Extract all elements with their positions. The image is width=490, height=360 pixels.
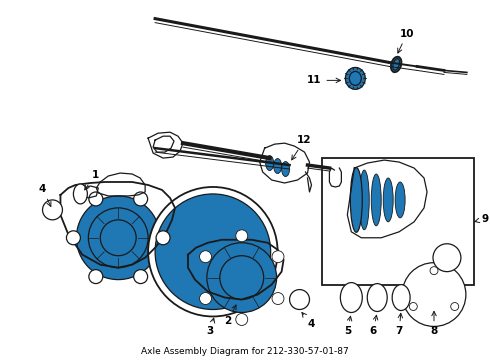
Circle shape bbox=[409, 302, 417, 310]
Circle shape bbox=[424, 285, 444, 305]
Text: 10: 10 bbox=[398, 28, 415, 53]
Bar bbox=[322, 158, 474, 285]
Ellipse shape bbox=[371, 174, 381, 226]
Ellipse shape bbox=[349, 71, 361, 85]
Text: 2: 2 bbox=[224, 305, 236, 327]
Ellipse shape bbox=[350, 167, 362, 232]
Ellipse shape bbox=[359, 170, 369, 230]
Circle shape bbox=[430, 267, 438, 275]
Circle shape bbox=[439, 250, 455, 266]
Circle shape bbox=[76, 196, 160, 280]
Circle shape bbox=[137, 195, 145, 203]
Circle shape bbox=[92, 195, 100, 203]
Text: 11: 11 bbox=[307, 75, 341, 85]
Ellipse shape bbox=[395, 182, 405, 218]
Ellipse shape bbox=[383, 178, 393, 222]
Text: 8: 8 bbox=[430, 311, 438, 336]
Ellipse shape bbox=[396, 289, 406, 306]
Ellipse shape bbox=[393, 59, 399, 70]
Circle shape bbox=[137, 273, 145, 280]
Ellipse shape bbox=[391, 57, 401, 72]
Text: 7: 7 bbox=[395, 313, 403, 336]
Circle shape bbox=[236, 314, 248, 325]
Circle shape bbox=[414, 275, 454, 315]
Circle shape bbox=[402, 263, 466, 327]
Circle shape bbox=[238, 232, 245, 239]
Circle shape bbox=[220, 256, 264, 300]
Text: 4: 4 bbox=[302, 312, 315, 329]
Ellipse shape bbox=[266, 156, 273, 171]
Ellipse shape bbox=[341, 283, 362, 312]
Circle shape bbox=[88, 208, 148, 267]
Circle shape bbox=[67, 231, 80, 245]
Circle shape bbox=[43, 200, 62, 220]
Circle shape bbox=[272, 293, 284, 305]
Circle shape bbox=[100, 220, 136, 256]
Ellipse shape bbox=[371, 289, 383, 306]
Circle shape bbox=[92, 273, 100, 280]
Circle shape bbox=[48, 205, 57, 215]
Circle shape bbox=[202, 295, 209, 302]
Circle shape bbox=[159, 234, 167, 242]
Text: 3: 3 bbox=[206, 318, 215, 336]
Text: 4: 4 bbox=[39, 184, 51, 206]
Circle shape bbox=[274, 295, 281, 302]
Circle shape bbox=[155, 194, 270, 310]
Circle shape bbox=[70, 234, 77, 242]
Circle shape bbox=[156, 231, 170, 245]
Text: 9: 9 bbox=[475, 214, 489, 224]
Circle shape bbox=[451, 302, 459, 310]
Circle shape bbox=[199, 251, 212, 263]
Text: Axle Assembly Diagram for 212-330-57-01-87: Axle Assembly Diagram for 212-330-57-01-… bbox=[141, 347, 348, 356]
Circle shape bbox=[294, 294, 304, 305]
Circle shape bbox=[433, 244, 461, 272]
Ellipse shape bbox=[345, 67, 365, 89]
Ellipse shape bbox=[392, 285, 410, 310]
Text: 1: 1 bbox=[85, 170, 99, 190]
Text: 5: 5 bbox=[343, 316, 352, 336]
Text: 12: 12 bbox=[292, 135, 312, 160]
Circle shape bbox=[134, 192, 147, 206]
Ellipse shape bbox=[282, 162, 290, 176]
Ellipse shape bbox=[74, 184, 87, 204]
Circle shape bbox=[236, 230, 248, 242]
Text: 6: 6 bbox=[369, 315, 378, 336]
Ellipse shape bbox=[273, 159, 282, 174]
Circle shape bbox=[238, 316, 245, 323]
Ellipse shape bbox=[344, 288, 358, 307]
Circle shape bbox=[274, 253, 281, 260]
Circle shape bbox=[272, 251, 284, 263]
Circle shape bbox=[199, 293, 212, 305]
Circle shape bbox=[202, 253, 209, 260]
Circle shape bbox=[290, 289, 310, 310]
Circle shape bbox=[89, 270, 103, 284]
Circle shape bbox=[148, 187, 278, 316]
Ellipse shape bbox=[368, 284, 387, 311]
Circle shape bbox=[134, 270, 147, 284]
Circle shape bbox=[89, 192, 103, 206]
Circle shape bbox=[207, 243, 277, 312]
